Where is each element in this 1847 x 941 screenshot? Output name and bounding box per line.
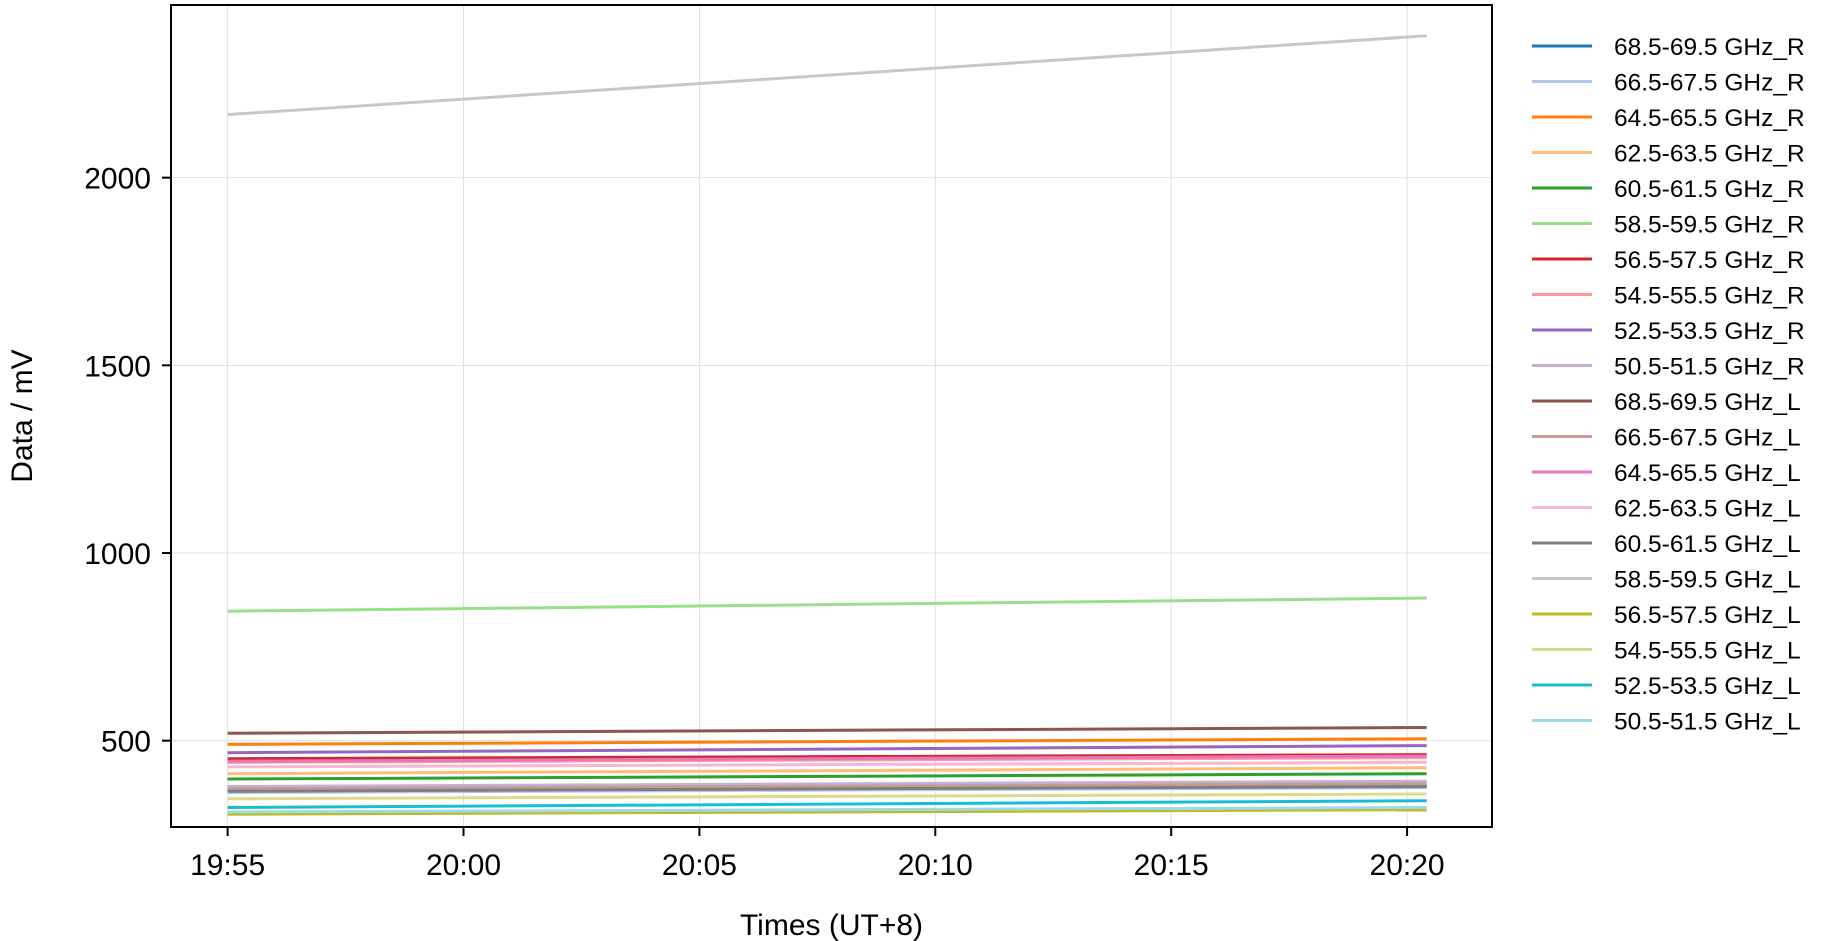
y-tick-label: 500 [101, 726, 151, 759]
x-tick-label: 20:00 [426, 849, 501, 882]
series-line [227, 785, 1427, 793]
legend-label: 58.5-59.5 GHz_R [1614, 212, 1805, 239]
legend-label: 62.5-63.5 GHz_R [1614, 141, 1805, 168]
plot-frame [170, 4, 1493, 828]
series-line [227, 792, 1427, 801]
plot-series [227, 34, 1427, 816]
series-line [227, 766, 1427, 776]
series-line [227, 806, 1427, 814]
y-tick-label: 1500 [84, 350, 151, 383]
series-line [227, 779, 1427, 788]
x-tick-label: 19:55 [190, 849, 265, 882]
axis-ticks: 19:55 20:00 20:05 20:10 20:15 20:20 500 1000 150… [84, 163, 1444, 882]
series-line [227, 744, 1427, 755]
series-line [227, 799, 1427, 809]
legend: 68.5-69.5 GHz_R 66.5-67.5 GHz_R 64.5-65.5 … [1532, 34, 1805, 736]
legend-label: 54.5-55.5 GHz_R [1614, 283, 1805, 310]
series-line [227, 808, 1427, 816]
legend-label: 50.5-51.5 GHz_R [1614, 354, 1805, 381]
legend-label: 68.5-69.5 GHz_R [1614, 34, 1805, 61]
x-tick-label: 20:20 [1370, 849, 1445, 882]
legend-label: 62.5-63.5 GHz_L [1614, 496, 1801, 523]
legend-label: 64.5-65.5 GHz_L [1614, 460, 1801, 487]
legend-label: 60.5-61.5 GHz_L [1614, 531, 1801, 558]
legend-label: 66.5-67.5 GHz_L [1614, 425, 1801, 452]
legend-label: 60.5-61.5 GHz_R [1614, 176, 1805, 203]
legend-label: 52.5-53.5 GHz_L [1614, 673, 1801, 700]
series-line [227, 760, 1427, 769]
legend-label: 56.5-57.5 GHz_R [1614, 247, 1805, 274]
series-line [227, 772, 1427, 781]
series-line [227, 34, 1427, 117]
series-line [227, 726, 1427, 735]
y-axis-label: Data / mV [6, 349, 39, 482]
x-axis-label: Times (UT+8) [740, 909, 923, 941]
x-tick-label: 20:15 [1134, 849, 1209, 882]
y-tick-label: 2000 [84, 163, 151, 196]
legend-label: 50.5-51.5 GHz_L [1614, 709, 1801, 736]
legend-label: 58.5-59.5 GHz_L [1614, 567, 1801, 594]
legend-label: 64.5-65.5 GHz_R [1614, 105, 1805, 132]
legend-label: 66.5-67.5 GHz_R [1614, 70, 1805, 97]
series-line [227, 782, 1427, 791]
series-line [227, 754, 1427, 763]
series-line [227, 737, 1427, 746]
series-line [227, 753, 1427, 761]
legend-label: 54.5-55.5 GHz_L [1614, 638, 1801, 665]
legend-label: 52.5-53.5 GHz_R [1614, 318, 1805, 345]
x-tick-label: 20:05 [662, 849, 737, 882]
series-line [227, 596, 1427, 613]
legend-label: 68.5-69.5 GHz_L [1614, 389, 1801, 416]
x-tick-label: 20:10 [898, 849, 973, 882]
legend-label: 56.5-57.5 GHz_L [1614, 602, 1801, 629]
y-tick-label: 1000 [84, 538, 151, 571]
